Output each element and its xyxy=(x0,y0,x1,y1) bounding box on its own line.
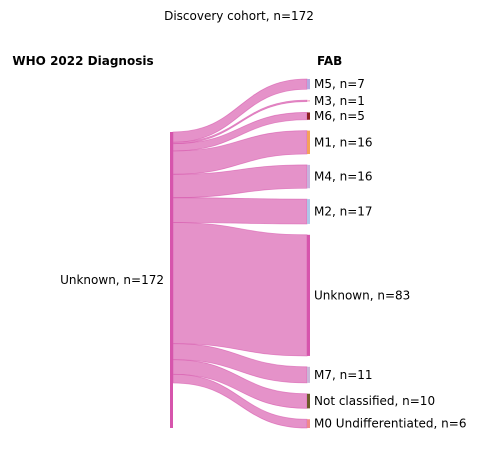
target-node xyxy=(307,366,310,383)
flow-link xyxy=(172,197,308,225)
target-label: M2, n=17 xyxy=(314,205,373,219)
target-node xyxy=(307,112,310,120)
source-node xyxy=(170,132,173,428)
target-node xyxy=(307,164,310,189)
target-label: Unknown, n=83 xyxy=(314,288,410,302)
target-node xyxy=(307,100,310,102)
left-axis-header: WHO 2022 Diagnosis xyxy=(12,54,153,68)
source-label: Unknown, n=172 xyxy=(60,273,164,287)
flow-link xyxy=(172,222,308,357)
target-label: M3, n=1 xyxy=(314,94,365,108)
target-label: M1, n=16 xyxy=(314,135,373,149)
target-node xyxy=(307,393,310,409)
target-label: M7, n=11 xyxy=(314,368,373,382)
target-label: M6, n=5 xyxy=(314,109,365,123)
target-label: M5, n=7 xyxy=(314,77,365,91)
chart-title: Discovery cohort, n=172 xyxy=(164,9,314,23)
target-node xyxy=(307,419,310,428)
target-label: M4, n=16 xyxy=(314,170,373,184)
target-node xyxy=(307,234,310,356)
flow-links xyxy=(172,78,308,429)
flow-link xyxy=(172,112,308,152)
target-node xyxy=(307,130,310,154)
target-node xyxy=(307,79,310,90)
target-label: M0 Undifferentiated, n=6 xyxy=(314,417,466,431)
right-axis-header: FAB xyxy=(317,54,342,68)
target-node xyxy=(307,199,310,224)
target-label: Not classified, n=10 xyxy=(314,394,435,408)
target-nodes: M5, n=7 M3, n=1M6, n=5 M1, n=16 M4, n=16 M2,… xyxy=(307,77,466,431)
